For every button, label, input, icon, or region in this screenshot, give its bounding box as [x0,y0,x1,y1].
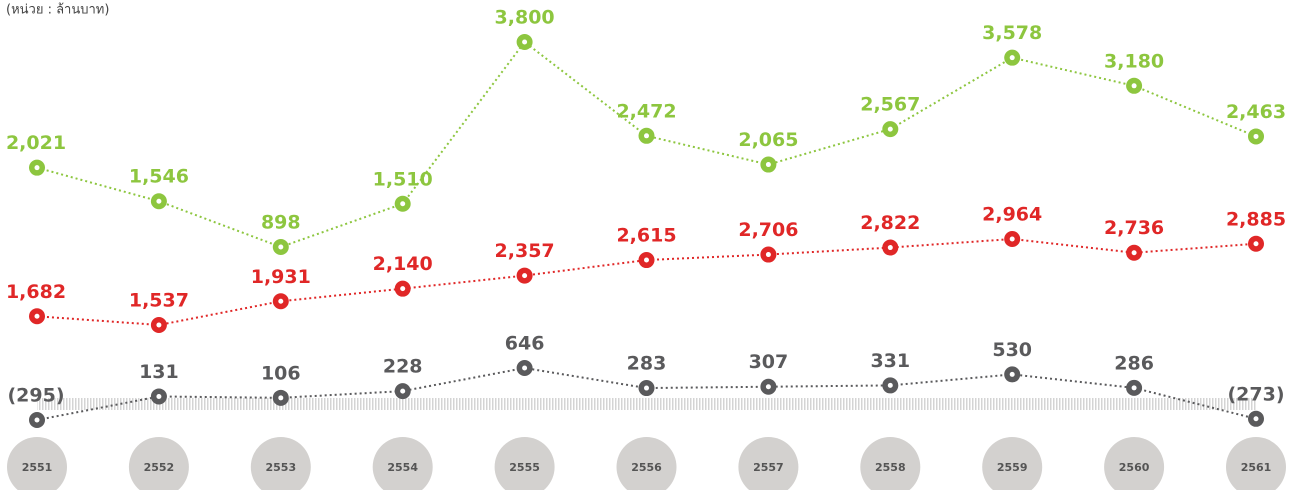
point-center [400,201,406,207]
data-label: 2,736 [1104,217,1164,239]
data-label: 2,615 [616,225,676,247]
data-label: 2,357 [495,240,555,262]
point-center [34,313,40,319]
data-label: 131 [139,361,179,383]
data-label: 2,463 [1226,101,1286,123]
year-badge [860,437,921,490]
data-label: 2,706 [738,219,798,241]
x-tick-label: 2555 [509,461,540,474]
data-label: 3,578 [982,22,1042,44]
x-tick-label: 2553 [265,461,296,474]
data-label: 1,931 [251,266,311,288]
point-center [765,384,771,390]
point-center [887,382,893,388]
year-badge [7,437,67,490]
data-label: 646 [505,333,545,355]
series-line [36,40,1257,249]
point-center [156,322,162,328]
x-tick-label: 2551 [22,461,53,474]
x-tick-label: 2560 [1119,461,1150,474]
x-tick-label: 2561 [1241,461,1272,474]
point-center [522,39,528,45]
x-tick-label: 2559 [997,461,1028,474]
point-center [887,126,893,132]
data-label: 1,537 [129,290,189,312]
data-label: 331 [870,350,910,372]
point-center [1009,371,1015,377]
data-label: 2,140 [373,253,433,275]
data-label: 286 [1114,352,1154,374]
data-label: 2,964 [982,204,1042,226]
point-center [34,417,40,423]
year-badge [250,437,311,490]
data-label: (295) [7,385,64,407]
point-center [1131,83,1137,89]
data-label: 530 [992,339,1032,361]
x-tick-label: 2552 [144,461,175,474]
point-center [765,162,771,168]
point-center [644,133,649,139]
x-tick-label: 2556 [631,461,662,474]
data-label: 1,546 [129,166,189,188]
data-label: 106 [261,362,301,384]
point-center [1253,241,1259,247]
point-center [278,298,284,304]
subtitle: (หน่วย : ล้านบาท) [6,3,109,18]
point-center [1253,416,1259,422]
data-label: (273) [1227,383,1284,405]
point-center [156,393,162,399]
point-center [156,198,162,204]
x-tick-label: 2554 [387,461,418,474]
x-tick-label: 2558 [875,461,906,474]
data-label: 2,065 [738,129,798,151]
data-label: 2,021 [6,132,66,154]
data-label: 1,682 [6,281,66,303]
point-center [887,245,893,251]
data-label: 2,822 [860,212,920,234]
point-center [765,252,771,258]
data-label: 3,180 [1104,50,1164,72]
point-center [644,385,649,391]
point-center [644,257,649,263]
point-center [400,388,406,394]
point-center [522,273,528,279]
point-center [34,165,40,171]
point-center [1131,385,1137,391]
data-label: 283 [627,353,667,375]
data-label: 2,885 [1226,208,1286,230]
point-center [278,395,284,401]
point-center [1253,133,1259,139]
point-center [1009,55,1015,61]
year-badge [616,437,677,490]
x-tick-label: 2557 [753,461,784,474]
year-badge [372,437,433,490]
point-center [1131,250,1137,256]
year-badge [1104,437,1165,490]
series-line [36,237,1257,327]
year-badge [1226,437,1286,490]
year-badge [494,437,555,490]
data-label: 2,472 [616,100,676,122]
data-label: 228 [383,356,423,378]
data-label: 3,800 [495,7,555,29]
point-center [400,286,406,292]
data-label: 1,510 [373,168,433,190]
data-label: 307 [749,351,789,373]
point-center [522,365,528,371]
year-badge [738,437,799,490]
data-label: 2,567 [860,94,920,116]
point-center [278,244,284,250]
point-center [1009,236,1015,242]
year-badge [128,437,189,490]
data-label: 898 [261,212,301,234]
year-badge [982,437,1043,490]
zero-band [37,398,1256,410]
